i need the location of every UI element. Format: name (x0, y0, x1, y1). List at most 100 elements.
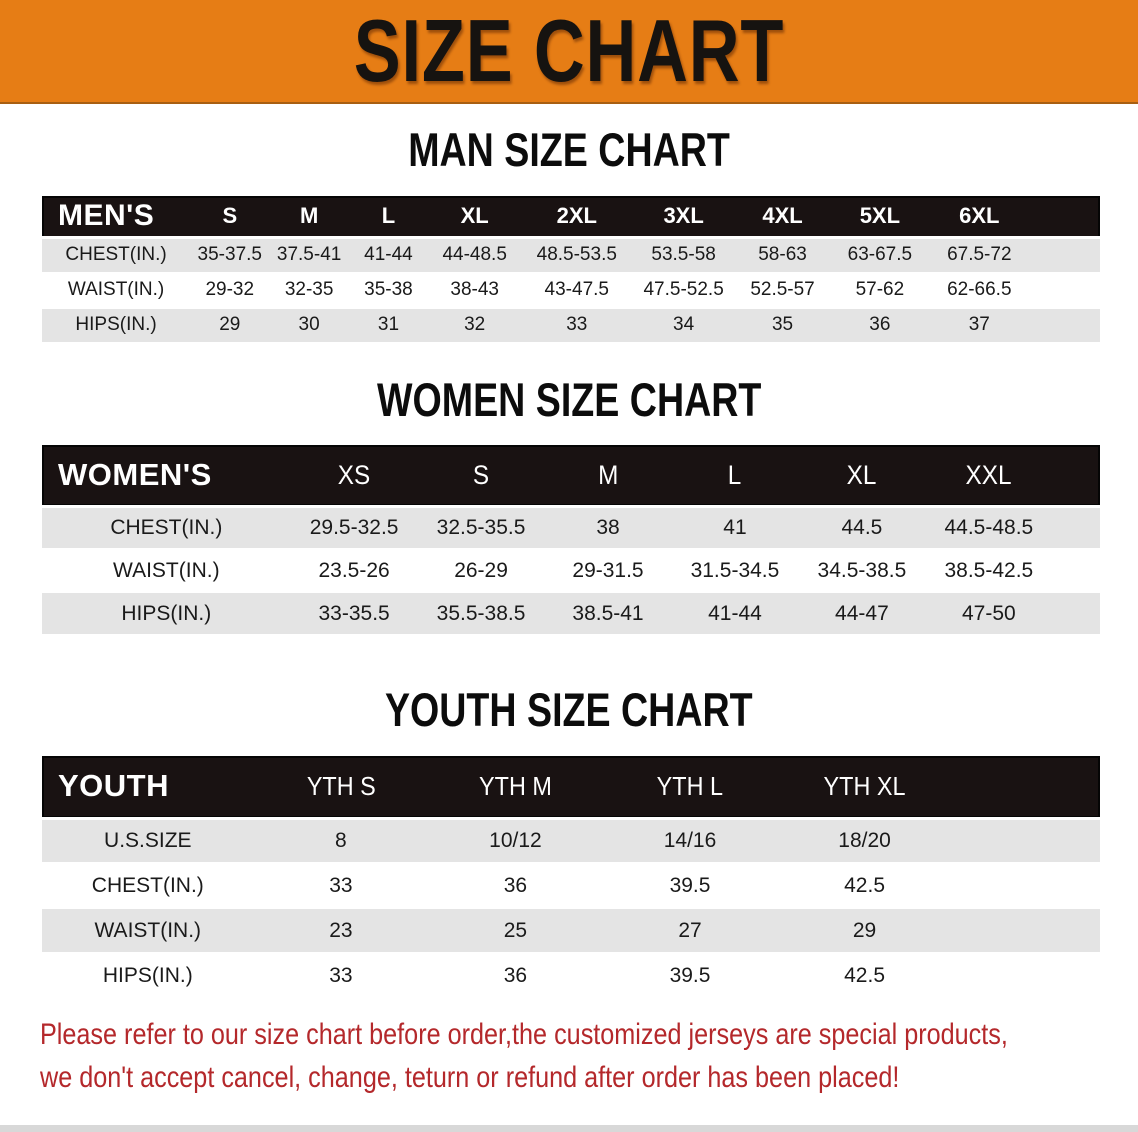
size-value: 14/16 (663, 828, 717, 852)
men-section-heading: MAN SIZE CHART (0, 124, 1138, 176)
row-label: U.S.SIZE (104, 828, 192, 852)
column-header-text: XL (847, 459, 877, 490)
size-value: 32 (464, 314, 486, 336)
row-label: WAIST(IN.) (67, 279, 165, 301)
column-header-5xl: 5XL (830, 195, 930, 240)
column-header-xs: XS (290, 445, 418, 508)
size-value: 26-29 (454, 558, 508, 582)
row-filler (1029, 273, 1100, 308)
header-filler (1052, 445, 1100, 508)
column-header-s: S (417, 445, 545, 508)
column-header-text: YTH S (306, 770, 376, 801)
size-value: 62-66.5 (947, 279, 1012, 301)
disclaimer: Please refer to our size chart before or… (0, 1013, 1138, 1099)
size-value: 39.5 (669, 873, 711, 897)
column-header-4xl: 4XL (734, 195, 831, 240)
header-filler (1029, 195, 1100, 240)
size-value: 33 (329, 963, 353, 987)
size-value: 27 (678, 918, 702, 942)
size-value: 29-32 (205, 279, 255, 301)
youth-table-label: YOUTH (42, 756, 254, 820)
size-value: 18/20 (838, 828, 891, 852)
size-value: 44-48.5 (442, 244, 507, 266)
column-header-3xl: 3XL (632, 195, 735, 240)
size-value: 29-31.5 (572, 558, 644, 582)
column-header-yth-m: YTH M (428, 756, 603, 820)
womens-size-table: WOMEN'S XS S M L XL XXL CHEST(IN.) 29.5-… (42, 445, 1100, 636)
size-value: 44-47 (835, 601, 889, 625)
column-header-yth-s: YTH S (253, 756, 429, 820)
size-value: 42.5 (844, 963, 885, 987)
row-filler (952, 908, 1100, 953)
column-header-l: L (348, 195, 429, 240)
size-value: 29 (852, 918, 877, 942)
size-value: 67.5-72 (947, 244, 1012, 266)
size-value: 36 (503, 873, 528, 897)
size-value: 44.5-48.5 (944, 516, 1034, 540)
disclaimer-line-2: we don't accept cancel, change, teturn o… (40, 1061, 900, 1095)
row-filler (1029, 238, 1100, 273)
size-value: 35.5-38.5 (436, 601, 526, 625)
size-value: 35-37.5 (197, 244, 262, 266)
column-header-text: XXL (965, 459, 1012, 490)
size-value: 34.5-38.5 (817, 558, 907, 582)
size-value: 35-38 (364, 279, 413, 301)
row-label: CHEST(IN.) (110, 516, 223, 540)
size-value: 10/12 (489, 828, 542, 852)
size-value: 33 (566, 314, 588, 336)
size-value: 63-67.5 (847, 244, 913, 266)
table-row-hips: HIPS(IN.) 29 30 31 32 33 34 35 36 37 (42, 307, 1100, 343)
row-filler (952, 953, 1100, 998)
size-value: 41 (723, 516, 747, 540)
mens-table-label: MEN'S (42, 195, 191, 240)
size-value: 41-44 (708, 601, 762, 625)
row-label: WAIST(IN.) (94, 918, 202, 942)
column-header-s: S (190, 195, 270, 240)
size-value: 38.5-42.5 (944, 558, 1034, 582)
column-header-l: L (671, 445, 799, 508)
table-row-chest: CHEST(IN.) 35-37.5 37.5-41 41-44 44-48.5… (42, 237, 1100, 273)
size-value: 37 (968, 314, 990, 336)
size-value: 33-35.5 (318, 601, 390, 625)
size-value: 31 (377, 314, 400, 336)
size-value: 23 (329, 918, 353, 942)
size-value: 37.5-41 (276, 244, 342, 266)
table-row-waist: WAIST(IN.) 23.5-26 26-29 29-31.5 31.5-34… (42, 549, 1100, 593)
bottom-edge-strip (0, 1125, 1138, 1132)
size-value: 38.5-41 (572, 601, 644, 625)
size-value: 29.5-32.5 (309, 516, 399, 540)
table-row-waist: WAIST(IN.) 29-32 32-35 35-38 38-43 43-47… (42, 273, 1100, 308)
size-value: 57-62 (855, 279, 905, 301)
table-row-hips: HIPS(IN.) 33-35.5 35.5-38.5 38.5-41 41-4… (42, 592, 1100, 636)
row-label: HIPS(IN.) (121, 601, 212, 625)
column-header-xl: XL (428, 195, 522, 240)
youth-header-row: YOUTH YTH S YTH M YTH L YTH XL (42, 756, 1100, 820)
size-value: 34 (673, 314, 695, 336)
row-label: WAIST(IN.) (113, 558, 220, 582)
size-value: 43-47.5 (544, 279, 609, 301)
column-header-yth-xl: YTH XL (777, 756, 952, 820)
size-value: 30 (298, 314, 320, 336)
row-label: CHEST(IN.) (65, 244, 167, 266)
women-section-title: WOMEN SIZE CHART (376, 372, 762, 426)
column-header-text: YTH M (479, 770, 552, 801)
column-header-text: XS (337, 459, 371, 490)
size-value: 32.5-35.5 (436, 516, 526, 540)
size-value: 29 (219, 314, 241, 336)
table-row-chest: CHEST(IN.) 29.5-32.5 32.5-35.5 38 41 44.… (42, 506, 1100, 550)
column-header-text: YTH L (656, 770, 724, 801)
size-value: 58-63 (758, 244, 807, 266)
column-header-6xl: 6XL (929, 195, 1030, 240)
row-label: HIPS(IN.) (102, 963, 193, 987)
row-filler (1029, 308, 1100, 343)
men-section-title: MAN SIZE CHART (408, 123, 730, 176)
youth-size-table: YOUTH YTH S YTH M YTH L YTH XL U.S.SIZE … (42, 756, 1100, 999)
size-value: 38-43 (450, 279, 499, 301)
row-filler (952, 818, 1100, 863)
size-value: 42.5 (844, 873, 885, 897)
row-filler (952, 863, 1100, 908)
size-value: 41-44 (364, 244, 413, 266)
row-filler (1052, 549, 1100, 592)
column-header-text: M (597, 459, 619, 490)
banner: SIZE CHART (0, 0, 1138, 104)
